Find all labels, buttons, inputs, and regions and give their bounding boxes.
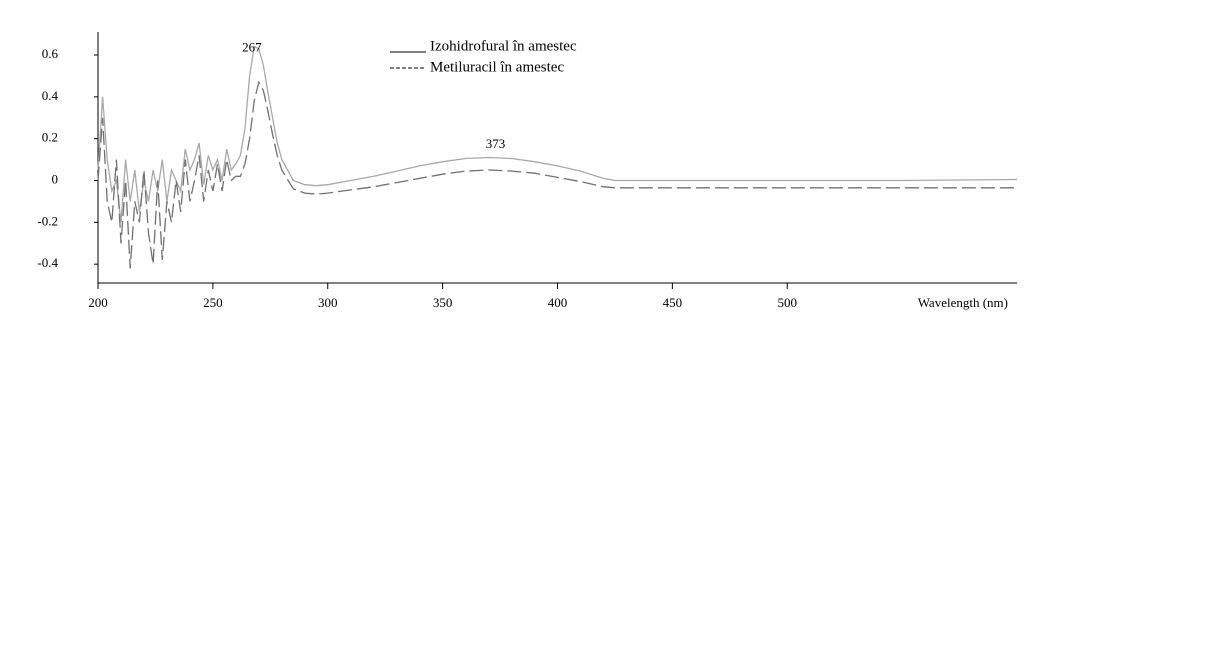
x-tick-label: 500 (778, 295, 798, 310)
peak-label: 267 (242, 39, 262, 54)
y-tick-label: -0.4 (37, 255, 58, 270)
series-line (97, 80, 1017, 269)
legend-label: Metiluracil în amestec (430, 59, 564, 75)
x-tick-label: 250 (203, 295, 223, 310)
y-tick-label: 0.4 (42, 88, 59, 103)
x-tick-label: 400 (548, 295, 568, 310)
legend-label: Izohidrofural în amestec (430, 38, 577, 54)
y-tick-label: 0.2 (42, 130, 58, 145)
y-tick-label: -0.2 (37, 213, 58, 228)
x-tick-label: 200 (88, 295, 108, 310)
peak-label: 373 (486, 136, 506, 151)
y-tick-label: 0 (52, 171, 59, 186)
x-tick-label: 450 (663, 295, 683, 310)
y-tick-label: 0.6 (42, 46, 59, 61)
x-axis-label: Wavelength (nm) (918, 295, 1008, 310)
series-line (97, 45, 1018, 223)
x-tick-label: 350 (433, 295, 453, 310)
x-tick-label: 300 (318, 295, 338, 310)
